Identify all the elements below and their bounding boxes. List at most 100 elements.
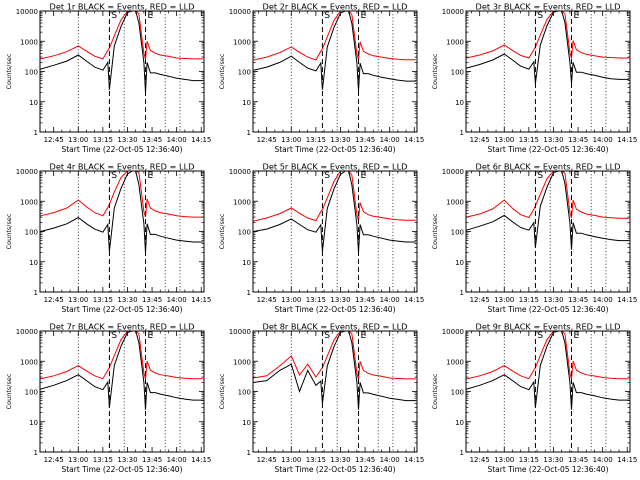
x-tick-label: 13:15 xyxy=(306,296,326,304)
x-tick-label: 14:15 xyxy=(404,296,424,304)
x-axis-label: Start Time (22-Oct-05 12:36:40) xyxy=(274,145,395,154)
y-tick-label: 1000 xyxy=(446,358,464,366)
x-tick-label: 13:45 xyxy=(568,296,588,304)
y-tick-label: 1 xyxy=(34,289,38,297)
x-axis-label: Start Time (22-Oct-05 12:36:40) xyxy=(61,145,182,154)
marker-label: S xyxy=(324,171,330,181)
y-tick-label: 10000 xyxy=(16,328,38,336)
y-tick-label: 100 xyxy=(25,229,38,237)
x-tick-label: 12:45 xyxy=(470,296,490,304)
y-tick-label: 10 xyxy=(29,99,38,107)
plot-frame xyxy=(465,330,631,453)
lld-series-line xyxy=(466,170,629,219)
marker-label: S xyxy=(324,11,330,21)
x-axis-label: Start Time (22-Oct-05 12:36:40) xyxy=(274,305,395,314)
y-tick-label: 10 xyxy=(455,99,464,107)
x-tick-label: 13:15 xyxy=(93,136,113,144)
y-tick-label: 10 xyxy=(242,259,251,267)
y-tick-label: 10 xyxy=(242,419,251,427)
plot-frame xyxy=(39,10,205,133)
x-tick-label: 14:15 xyxy=(191,296,211,304)
x-tick-label: 13:45 xyxy=(568,136,588,144)
marker-label: E xyxy=(148,171,154,181)
x-axis-label: Start Time (22-Oct-05 12:36:40) xyxy=(487,145,608,154)
events-series-line xyxy=(466,330,629,410)
x-axis-label: Start Time (22-Oct-05 12:36:40) xyxy=(487,305,608,314)
y-axis-label: Counts/sec xyxy=(431,373,439,409)
x-tick-label: 13:30 xyxy=(330,296,350,304)
marker-label: S xyxy=(324,331,330,341)
y-tick-label: 1 xyxy=(460,289,464,297)
y-axis-label: Counts/sec xyxy=(218,373,226,409)
x-tick-label: 13:30 xyxy=(543,136,563,144)
y-tick-label: 1000 xyxy=(446,38,464,46)
y-tick-label: 10000 xyxy=(16,8,38,16)
events-series-line xyxy=(466,170,629,250)
x-tick-label: 14:00 xyxy=(167,296,187,304)
x-tick-label: 12:45 xyxy=(44,296,64,304)
y-tick-label: 1000 xyxy=(233,358,251,366)
y-tick-label: 1000 xyxy=(233,198,251,206)
x-tick-label: 13:00 xyxy=(68,456,88,464)
x-tick-label: 13:15 xyxy=(93,456,113,464)
x-tick-label: 12:45 xyxy=(470,136,490,144)
y-tick-label: 10000 xyxy=(229,168,251,176)
x-tick-label: 13:30 xyxy=(117,136,137,144)
x-tick-label: 12:45 xyxy=(470,456,490,464)
x-tick-label: 12:45 xyxy=(257,296,277,304)
lld-series-line xyxy=(466,10,629,59)
marker-label: S xyxy=(111,331,117,341)
lld-series-line xyxy=(40,10,203,60)
x-tick-label: 13:00 xyxy=(281,136,301,144)
x-tick-label: 13:45 xyxy=(142,456,162,464)
marker-label: E xyxy=(361,331,367,341)
y-tick-label: 100 xyxy=(451,69,464,77)
events-series-line xyxy=(466,10,629,84)
x-tick-label: 12:45 xyxy=(44,456,64,464)
y-tick-label: 1000 xyxy=(20,358,38,366)
x-tick-label: 13:00 xyxy=(68,136,88,144)
y-tick-label: 100 xyxy=(238,229,251,237)
x-tick-label: 13:15 xyxy=(519,456,539,464)
marker-label: S xyxy=(111,171,117,181)
panel-title: Det 3r BLACK = Events, RED = LLD xyxy=(476,2,621,12)
x-tick-label: 13:45 xyxy=(142,296,162,304)
x-tick-label: 13:30 xyxy=(543,456,563,464)
lld-series-line xyxy=(40,170,203,218)
y-tick-label: 1000 xyxy=(20,198,38,206)
y-tick-label: 10 xyxy=(29,259,38,267)
marker-label: E xyxy=(361,11,367,21)
y-tick-label: 10 xyxy=(455,259,464,267)
y-tick-label: 10000 xyxy=(229,328,251,336)
marker-label: E xyxy=(574,171,580,181)
x-tick-label: 14:15 xyxy=(191,456,211,464)
events-series-line xyxy=(253,10,416,92)
y-tick-label: 1 xyxy=(247,129,251,137)
x-tick-label: 14:00 xyxy=(167,136,187,144)
panel-title: Det 8r BLACK = Events, RED = LLD xyxy=(263,322,408,332)
x-tick-label: 12:45 xyxy=(257,136,277,144)
y-tick-label: 1 xyxy=(247,449,251,457)
events-series-line xyxy=(253,330,416,410)
x-tick-label: 13:30 xyxy=(543,296,563,304)
lld-series-line xyxy=(40,330,203,380)
y-tick-label: 100 xyxy=(451,389,464,397)
events-series-line xyxy=(40,170,203,253)
marker-label: E xyxy=(574,331,580,341)
y-axis-label: Counts/sec xyxy=(431,53,439,89)
x-tick-label: 13:00 xyxy=(494,136,514,144)
x-tick-label: 14:15 xyxy=(191,136,211,144)
x-tick-label: 14:15 xyxy=(404,136,424,144)
x-tick-label: 14:00 xyxy=(380,136,400,144)
marker-label: E xyxy=(148,11,154,21)
y-axis-label: Counts/sec xyxy=(5,373,13,409)
x-tick-label: 13:15 xyxy=(306,456,326,464)
x-tick-label: 13:15 xyxy=(519,296,539,304)
events-series-line xyxy=(253,170,416,253)
y-tick-label: 1000 xyxy=(20,38,38,46)
y-axis-label: Counts/sec xyxy=(5,213,13,249)
x-tick-label: 13:00 xyxy=(281,456,301,464)
